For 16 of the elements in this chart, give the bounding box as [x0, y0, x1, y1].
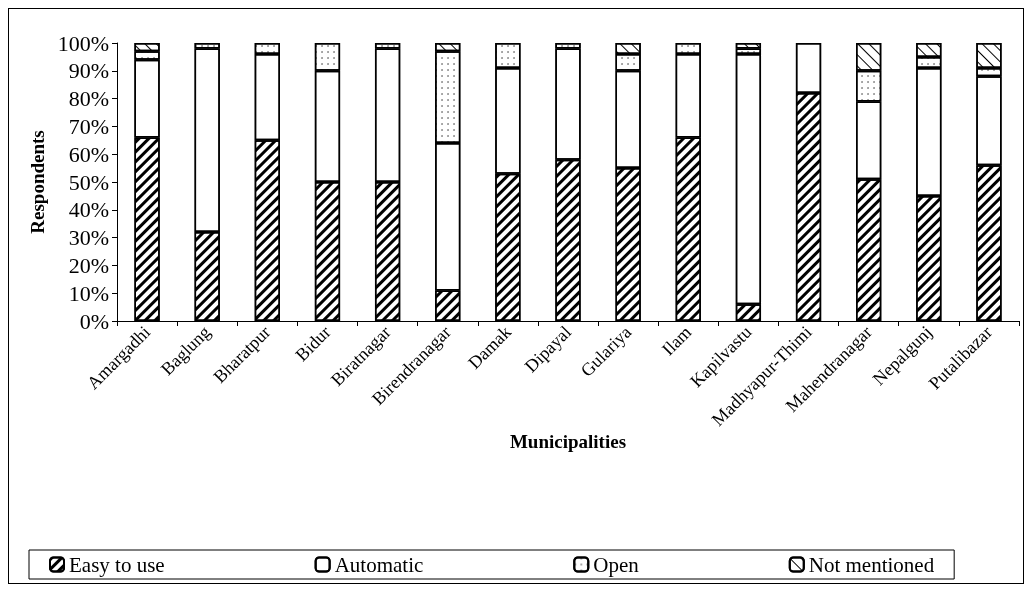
legend-label: Not mentioned	[808, 552, 935, 577]
y-tick-label: 50%	[68, 169, 109, 195]
x-axis-title: Municipalities	[509, 431, 627, 453]
legend-label: Automatic	[334, 552, 424, 577]
y-tick-label: 60%	[68, 141, 109, 167]
y-tick-label: 30%	[68, 225, 109, 251]
y-tick-label: 70%	[68, 113, 109, 139]
y-axis-title: Respondents	[26, 130, 48, 234]
y-tick-label: 100%	[57, 30, 109, 56]
y-tick-label: 20%	[68, 252, 109, 278]
legend-label: Easy to use	[69, 552, 165, 577]
y-tick-label: 90%	[68, 58, 109, 84]
y-tick-label: 10%	[68, 280, 109, 306]
y-tick-label: 40%	[68, 197, 109, 223]
y-tick-label: 80%	[68, 86, 109, 112]
legend-label: Open	[593, 552, 640, 577]
